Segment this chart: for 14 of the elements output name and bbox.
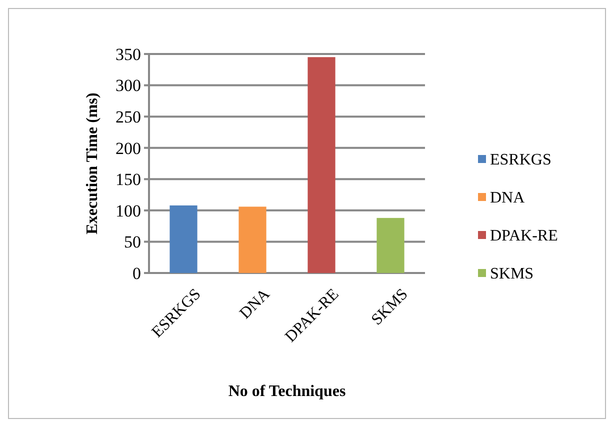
y-tick-label: 50 [124, 232, 141, 252]
y-tick-label: 200 [116, 138, 141, 158]
legend-label: ESRKGS [490, 152, 552, 169]
x-axis-title: No of Techniques [228, 383, 346, 400]
y-tick-label: 250 [116, 108, 141, 127]
legend-label: DPAK-RE [490, 228, 558, 245]
y-tick-label: 350 [116, 44, 141, 64]
y-tick-label: 300 [116, 76, 141, 96]
legend-label: DNA [490, 190, 526, 207]
y-tick-label: 100 [116, 201, 141, 220]
y-axis-title: Execution Time (ms) [84, 92, 101, 234]
y-tick-label: 150 [116, 170, 141, 190]
y-tick-label: 0 [132, 264, 141, 283]
legend-label: SKMS [490, 266, 534, 283]
